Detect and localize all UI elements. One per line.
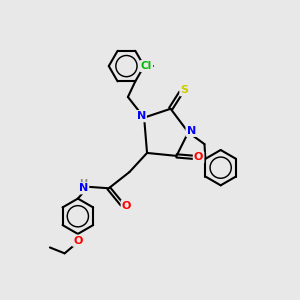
Text: N: N <box>187 126 196 136</box>
Text: N: N <box>136 111 146 121</box>
Text: O: O <box>194 152 203 162</box>
Text: O: O <box>122 201 131 211</box>
Text: Cl: Cl <box>141 61 152 71</box>
Text: N: N <box>79 183 88 193</box>
Text: O: O <box>73 236 83 246</box>
Text: S: S <box>181 85 188 95</box>
Text: H: H <box>79 179 87 189</box>
